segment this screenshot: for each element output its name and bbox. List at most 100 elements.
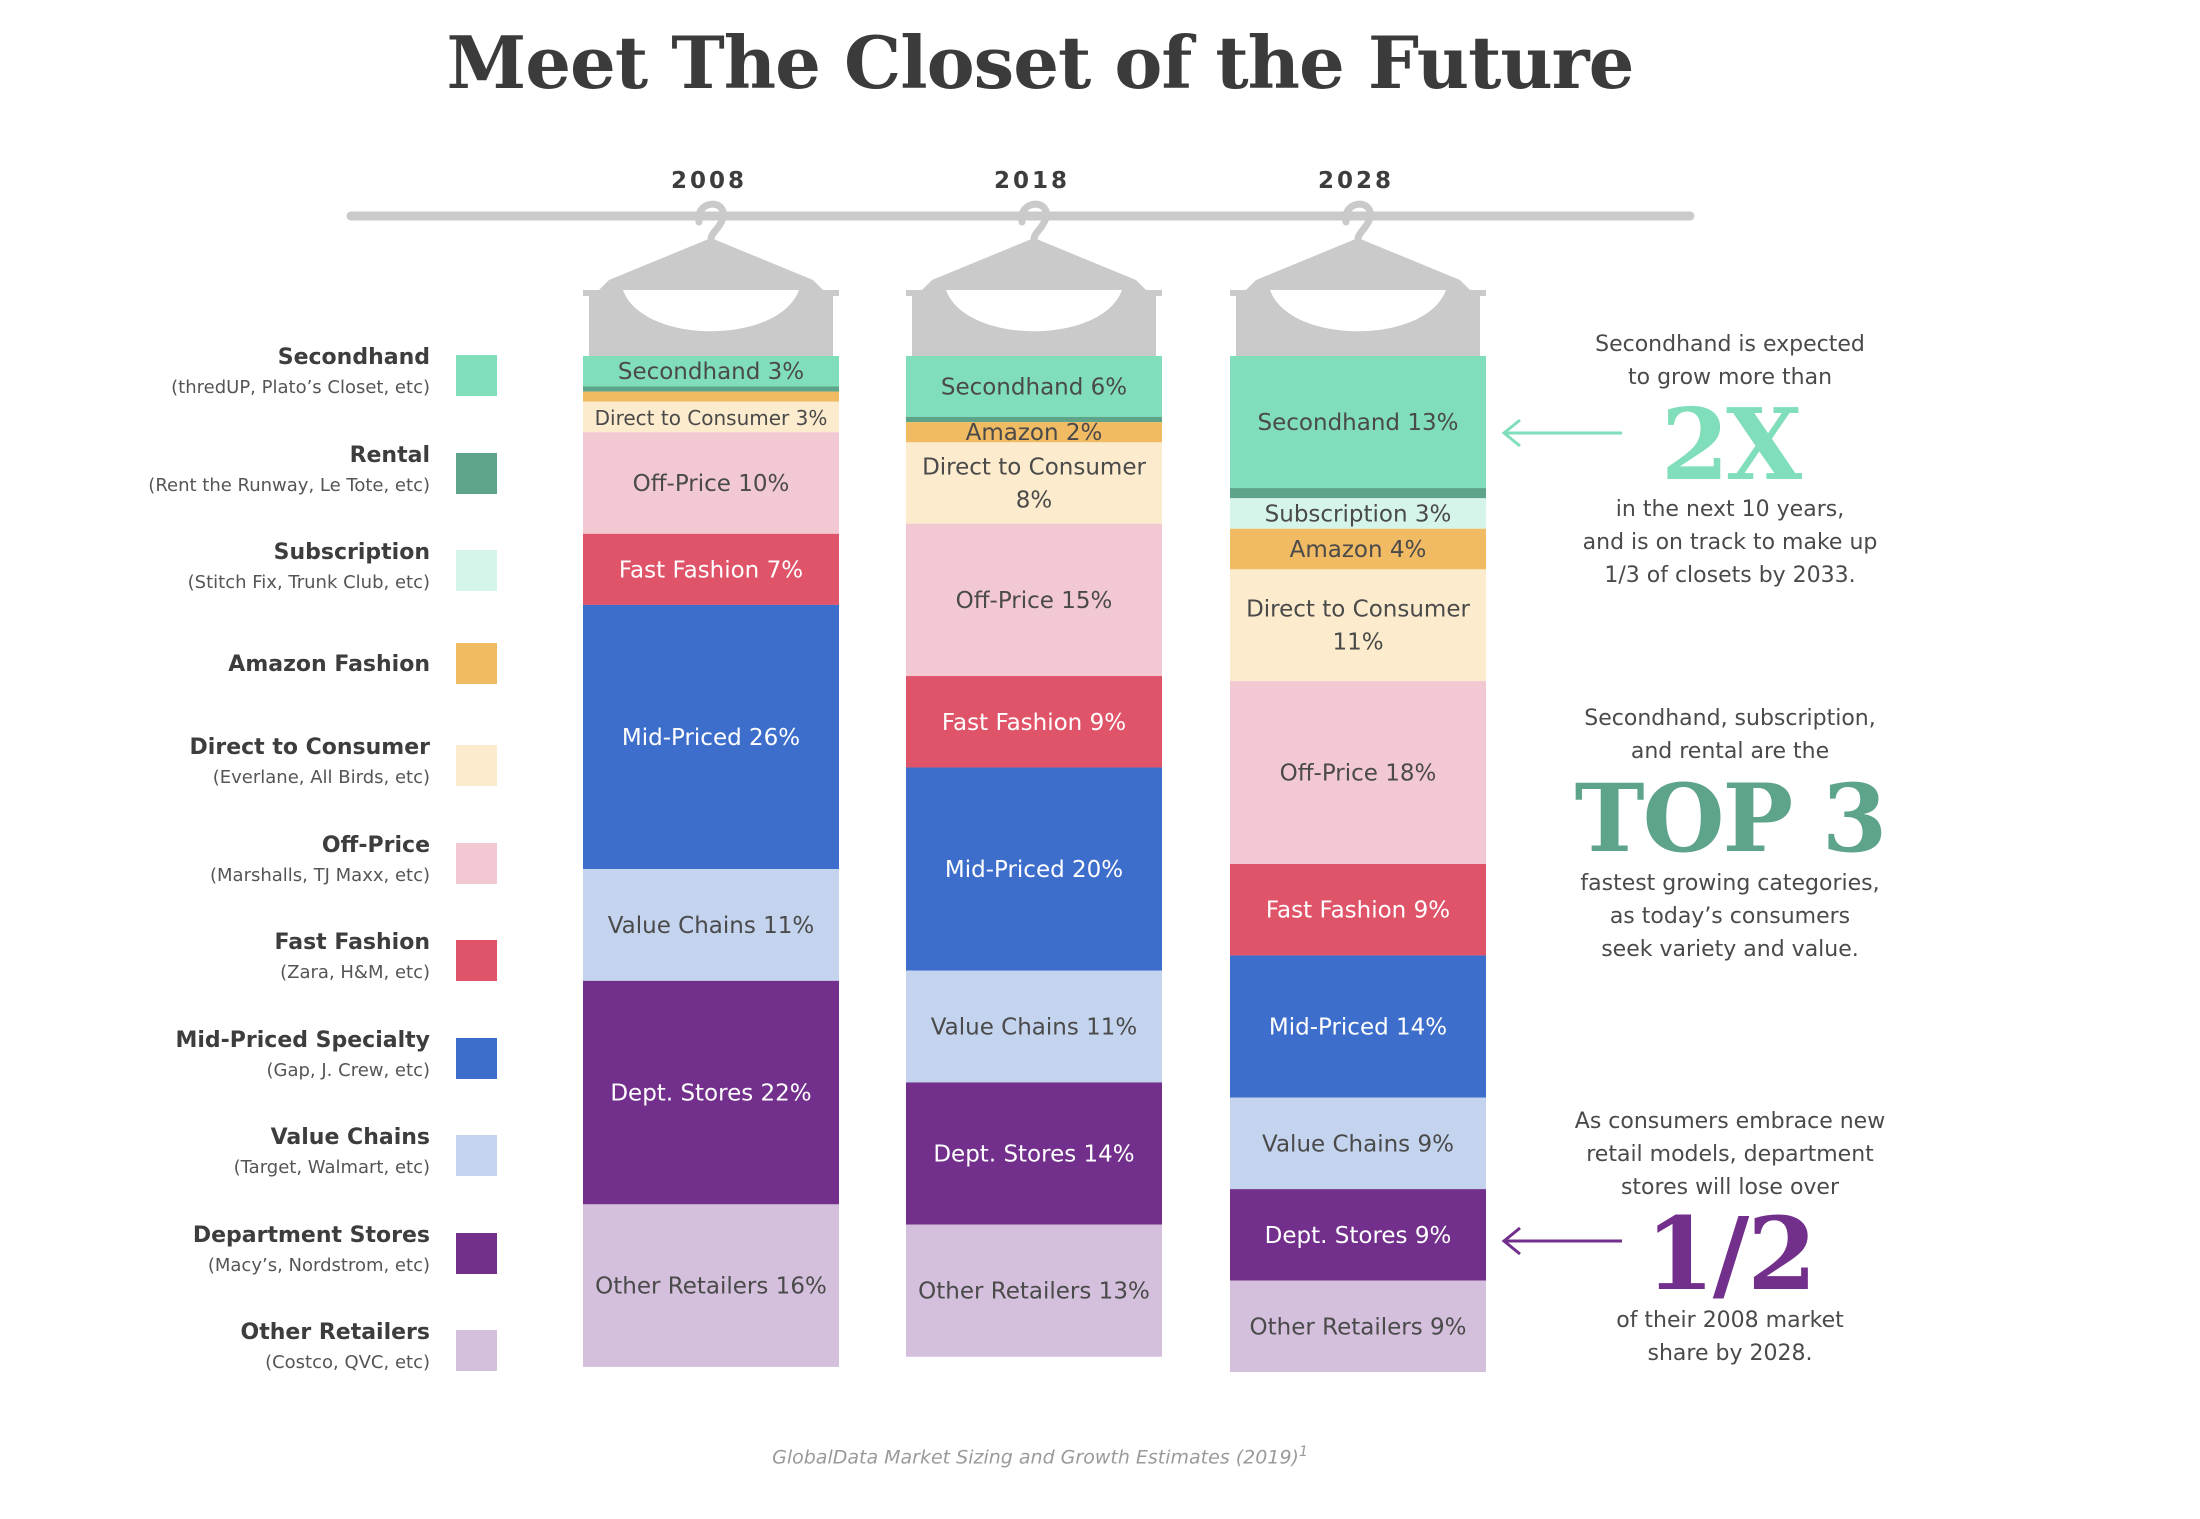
segment-label: Secondhand 13% [1258,410,1459,436]
shirt-top [1230,290,1486,358]
legend-label: Amazon Fashion [228,651,430,677]
year-label: 2028 [1318,168,1394,194]
bar-segment-deptstores [583,980,839,1205]
page-title: Meet The Closet of the Future [446,20,1635,105]
bar-segment-midpriced [1230,955,1486,1098]
source-footnote-marker: 1 [1298,1444,1308,1460]
bar-segment-secondhand [583,356,839,387]
bar-segment-offprice [1230,681,1486,864]
callout-line: to grow more than [1627,365,1833,390]
segment-label: Subscription 3% [1265,501,1452,527]
bar-segment-other [906,1224,1162,1357]
callout-line: and is on track to make up [1582,530,1878,555]
segment-label: 11% [1332,630,1383,656]
segment-label: Dept. Stores 22% [610,1081,811,1107]
legend-swatch [456,1232,497,1274]
legend-label: Subscription [273,540,430,565]
legend-label: Department Stores [192,1222,430,1248]
legend-item-rental: Rental (Rent the Runway, Le Tote, etc) [100,443,497,533]
segment-label: Direct to Consumer [922,455,1146,481]
legend-label: Rental [349,442,430,468]
legend-sublabel: (Everlane, All Birds, etc) [212,767,430,788]
segment-label: Other Retailers 13% [918,1279,1150,1305]
legend-item-fastfashion: Fast Fashion (Zara, H&M, etc) [100,930,497,1020]
legend-sublabel: (Zara, H&M, etc) [280,962,430,983]
callout-line: as today’s consumers [1609,904,1851,929]
source-note: GlobalData Market Sizing and Growth Esti… [0,1444,2080,1468]
callout-top3-lead: Secondhand, subscription, and rental are… [1560,702,1900,768]
callout-line: As consumers embrace new [1574,1109,1886,1134]
legend-sublabel: (Marshalls, TJ Maxx, etc) [209,864,430,886]
bar-segment-amazon [1230,528,1486,570]
segment-label: Direct to Consumer [1246,597,1470,623]
bar-segment-other [583,1204,839,1367]
segment-label: Mid-Priced 14% [1269,1015,1447,1041]
callout-line: 1/3 of closets by 2033. [1604,563,1856,588]
callout-line: seek variety and value. [1601,937,1859,962]
legend-sublabel: (Costco, QVC, etc) [265,1352,430,1373]
legend-swatch [456,452,497,494]
legend-label: Mid-Priced Specialty [175,1027,430,1053]
segment-label: Amazon 4% [1290,537,1427,563]
legend-swatch [456,940,497,981]
legend-swatch [456,1037,497,1079]
bar-segment-subscription [1230,498,1486,529]
callout-dept-tail: of their 2008 market share by 2028. [1560,1304,1900,1370]
segment-label: Dept. Stores 14% [933,1142,1134,1168]
segment-label: Off-Price 10% [633,471,790,497]
hanger-icon [1246,238,1470,290]
callout-line: stores will lose over [1620,1175,1840,1200]
callout-line: Secondhand is expected [1595,332,1865,357]
bar-segment-fastfashion [906,676,1162,768]
callout-secondhand-tail: in the next 10 years, and is on track to… [1560,493,1900,592]
bar-segment-rental [906,416,1162,423]
bar-segment-fastfashion [583,533,839,605]
bar-segment-other [1230,1280,1486,1372]
callout-top3-tail: fastest growing categories, as today’s c… [1560,867,1900,966]
legend-swatch [456,1330,497,1371]
shirt-top [583,290,839,358]
hanger-hook-icon [695,200,727,244]
segment-label: Secondhand 6% [941,374,1127,400]
legend-label: Other Retailers [240,1320,430,1345]
segment-label: Fast Fashion 7% [619,557,803,583]
legend-sublabel: (Gap, J. Crew, etc) [266,1059,431,1081]
segment-label: Value Chains 9% [1262,1131,1454,1157]
legend-item-dtc: Direct to Consumer (Everlane, All Birds, … [100,735,497,825]
segment-label: Dept. Stores 9% [1265,1223,1452,1249]
legend-swatch [456,642,497,684]
hanger-hook-icon [1342,200,1374,244]
legend-item-deptstores: Department Stores (Macy’s, Nordstrom, etc… [100,1223,497,1313]
legend-item-midpriced: Mid-Priced Specialty (Gap, J. Crew, etc) [100,1028,497,1118]
callout-line: and rental are the [1630,739,1830,764]
segment-label: Secondhand 3% [618,359,804,385]
bar-segment-valuechains [1230,1097,1486,1190]
legend-swatch [456,550,497,591]
callout-line: Secondhand, subscription, [1584,706,1876,731]
segment-label: Direct to Consumer 3% [595,406,828,430]
callout-dept-big: 1/2 [1645,1195,1817,1313]
bar-segment-rental [583,386,839,392]
legend-swatch [456,745,497,786]
bar-segment-secondhand [1230,356,1486,489]
segment-label: Value Chains 11% [608,913,815,939]
bar-segment-midpriced [906,767,1162,971]
legend-item-amazon: Amazon Fashion [100,638,497,728]
year-label: 2008 [671,168,747,194]
legend-swatch [456,355,497,396]
legend-sublabel: (Stitch Fix, Trunk Club, etc) [187,572,430,593]
callout-top3-big: TOP 3 [1574,764,1888,874]
legend-sublabel: (Rent the Runway, Le Tote, etc) [148,474,430,496]
segment-label: Amazon 2% [966,420,1103,446]
legend-item-subscription: Subscription (Stitch Fix, Trunk Club, etc… [100,540,497,630]
legend-item-other: Other Retailers (Costco, QVC, etc) [100,1320,497,1410]
callout-dept-lead: As consumers embrace new retail models, … [1560,1105,1900,1204]
legend-label: Secondhand [277,345,430,370]
shirt-top [906,290,1162,358]
segment-label: Mid-Priced 26% [622,725,800,751]
segment-label: Other Retailers 16% [595,1274,827,1300]
callout-line: retail models, department [1586,1142,1874,1167]
arrowhead-secondhand-icon [1501,418,1521,448]
bar-segment-offprice [583,432,839,534]
